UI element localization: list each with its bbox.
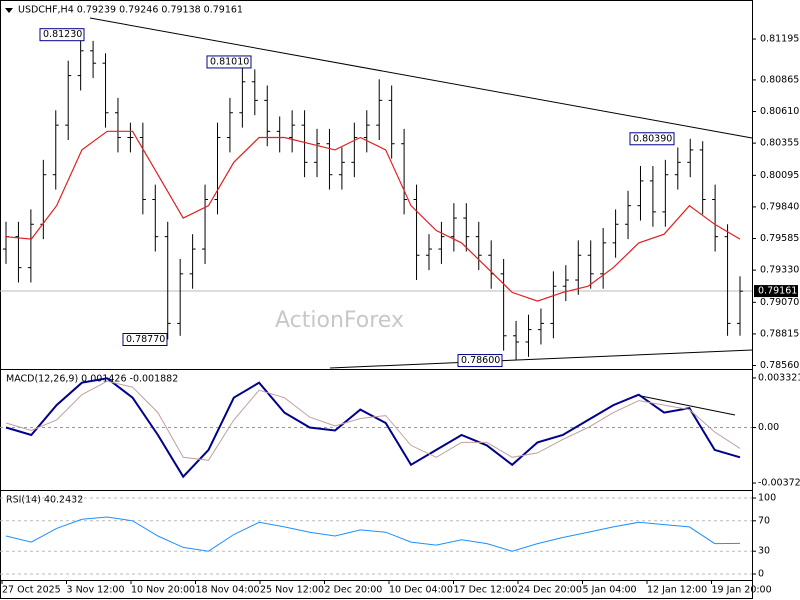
last-price-label: 0.79161 <box>758 286 797 297</box>
x-tick-label: 3 Nov 12:00 <box>67 585 125 596</box>
y-tick-label: 0.80095 <box>760 170 799 181</box>
macd-line <box>5 380 741 461</box>
macd-title: MACD(12,26,9) 0.001426 -0.001882 <box>6 374 178 385</box>
x-tick-label: 19 Jan 20:00 <box>712 585 772 596</box>
y-tick-label: 0.78815 <box>760 328 799 339</box>
watermark: ActionForex <box>275 308 404 333</box>
x-tick-label: 25 Nov 12:00 <box>260 585 324 596</box>
y-tick-label: 0.79070 <box>760 297 799 308</box>
y-tick-label: 0.79840 <box>760 201 799 212</box>
y-tick-label: -0.003723 <box>758 478 800 489</box>
y-tick-label: 0.78560 <box>760 360 799 371</box>
rsi-line <box>5 516 741 552</box>
menu-arrow <box>5 8 13 13</box>
x-tick-label: 18 Nov 04:00 <box>196 585 260 596</box>
price-annotation: 0.81230 <box>43 29 82 40</box>
trendline <box>89 17 753 139</box>
price-annotation-box <box>629 132 675 146</box>
y-tick-label: 0.81195 <box>760 34 799 45</box>
y-tick-label: 70 <box>758 515 770 526</box>
x-tick-label: 5 Jan 04:00 <box>583 585 637 596</box>
price-annotation-box <box>206 55 252 69</box>
price-annotation: 0.80390 <box>633 133 672 144</box>
y-tick-label: 0.80865 <box>760 74 799 85</box>
x-tick-label: 24 Dec 20:00 <box>518 585 582 596</box>
y-tick-label: 0.79330 <box>760 265 799 276</box>
x-tick-label: 2 Dec 20:00 <box>325 585 383 596</box>
y-tick-label: 30 <box>758 546 770 557</box>
trendline <box>329 349 753 369</box>
x-tick-label: 10 Dec 04:00 <box>389 585 453 596</box>
price-annotation-box <box>122 333 168 347</box>
moving-average <box>5 130 741 302</box>
y-tick-label: 0.00 <box>758 422 779 433</box>
y-tick-label: 0.80355 <box>760 138 799 149</box>
rsi-title: RSI(14) 40.2432 <box>6 495 83 506</box>
price-annotation-box <box>39 28 85 42</box>
price-annotation: 0.81010 <box>210 56 249 67</box>
chart-title: USDCHF,H4 0.79239 0.79246 0.79138 0.7916… <box>18 5 243 16</box>
y-tick-label: 0.003321 <box>758 372 800 383</box>
divergence-line <box>635 394 736 416</box>
x-tick-label: 12 Jan 12:00 <box>647 585 707 596</box>
y-tick-label: 100 <box>758 493 776 504</box>
last-price-box <box>754 285 798 298</box>
y-tick-label: 0.79585 <box>760 233 799 244</box>
frame <box>0 0 753 599</box>
x-tick-label: 27 Oct 2025 <box>2 585 61 596</box>
price-annotation-box <box>457 354 503 368</box>
y-tick-label: 0 <box>758 568 764 579</box>
y-tick-label: 0.80610 <box>760 106 799 117</box>
macd-line <box>5 377 741 479</box>
x-tick-label: 17 Dec 12:00 <box>454 585 518 596</box>
price-annotation: 0.78600 <box>461 355 500 366</box>
x-tick-label: 10 Nov 20:00 <box>131 585 195 596</box>
price-annotation: 0.78770 <box>126 334 165 345</box>
